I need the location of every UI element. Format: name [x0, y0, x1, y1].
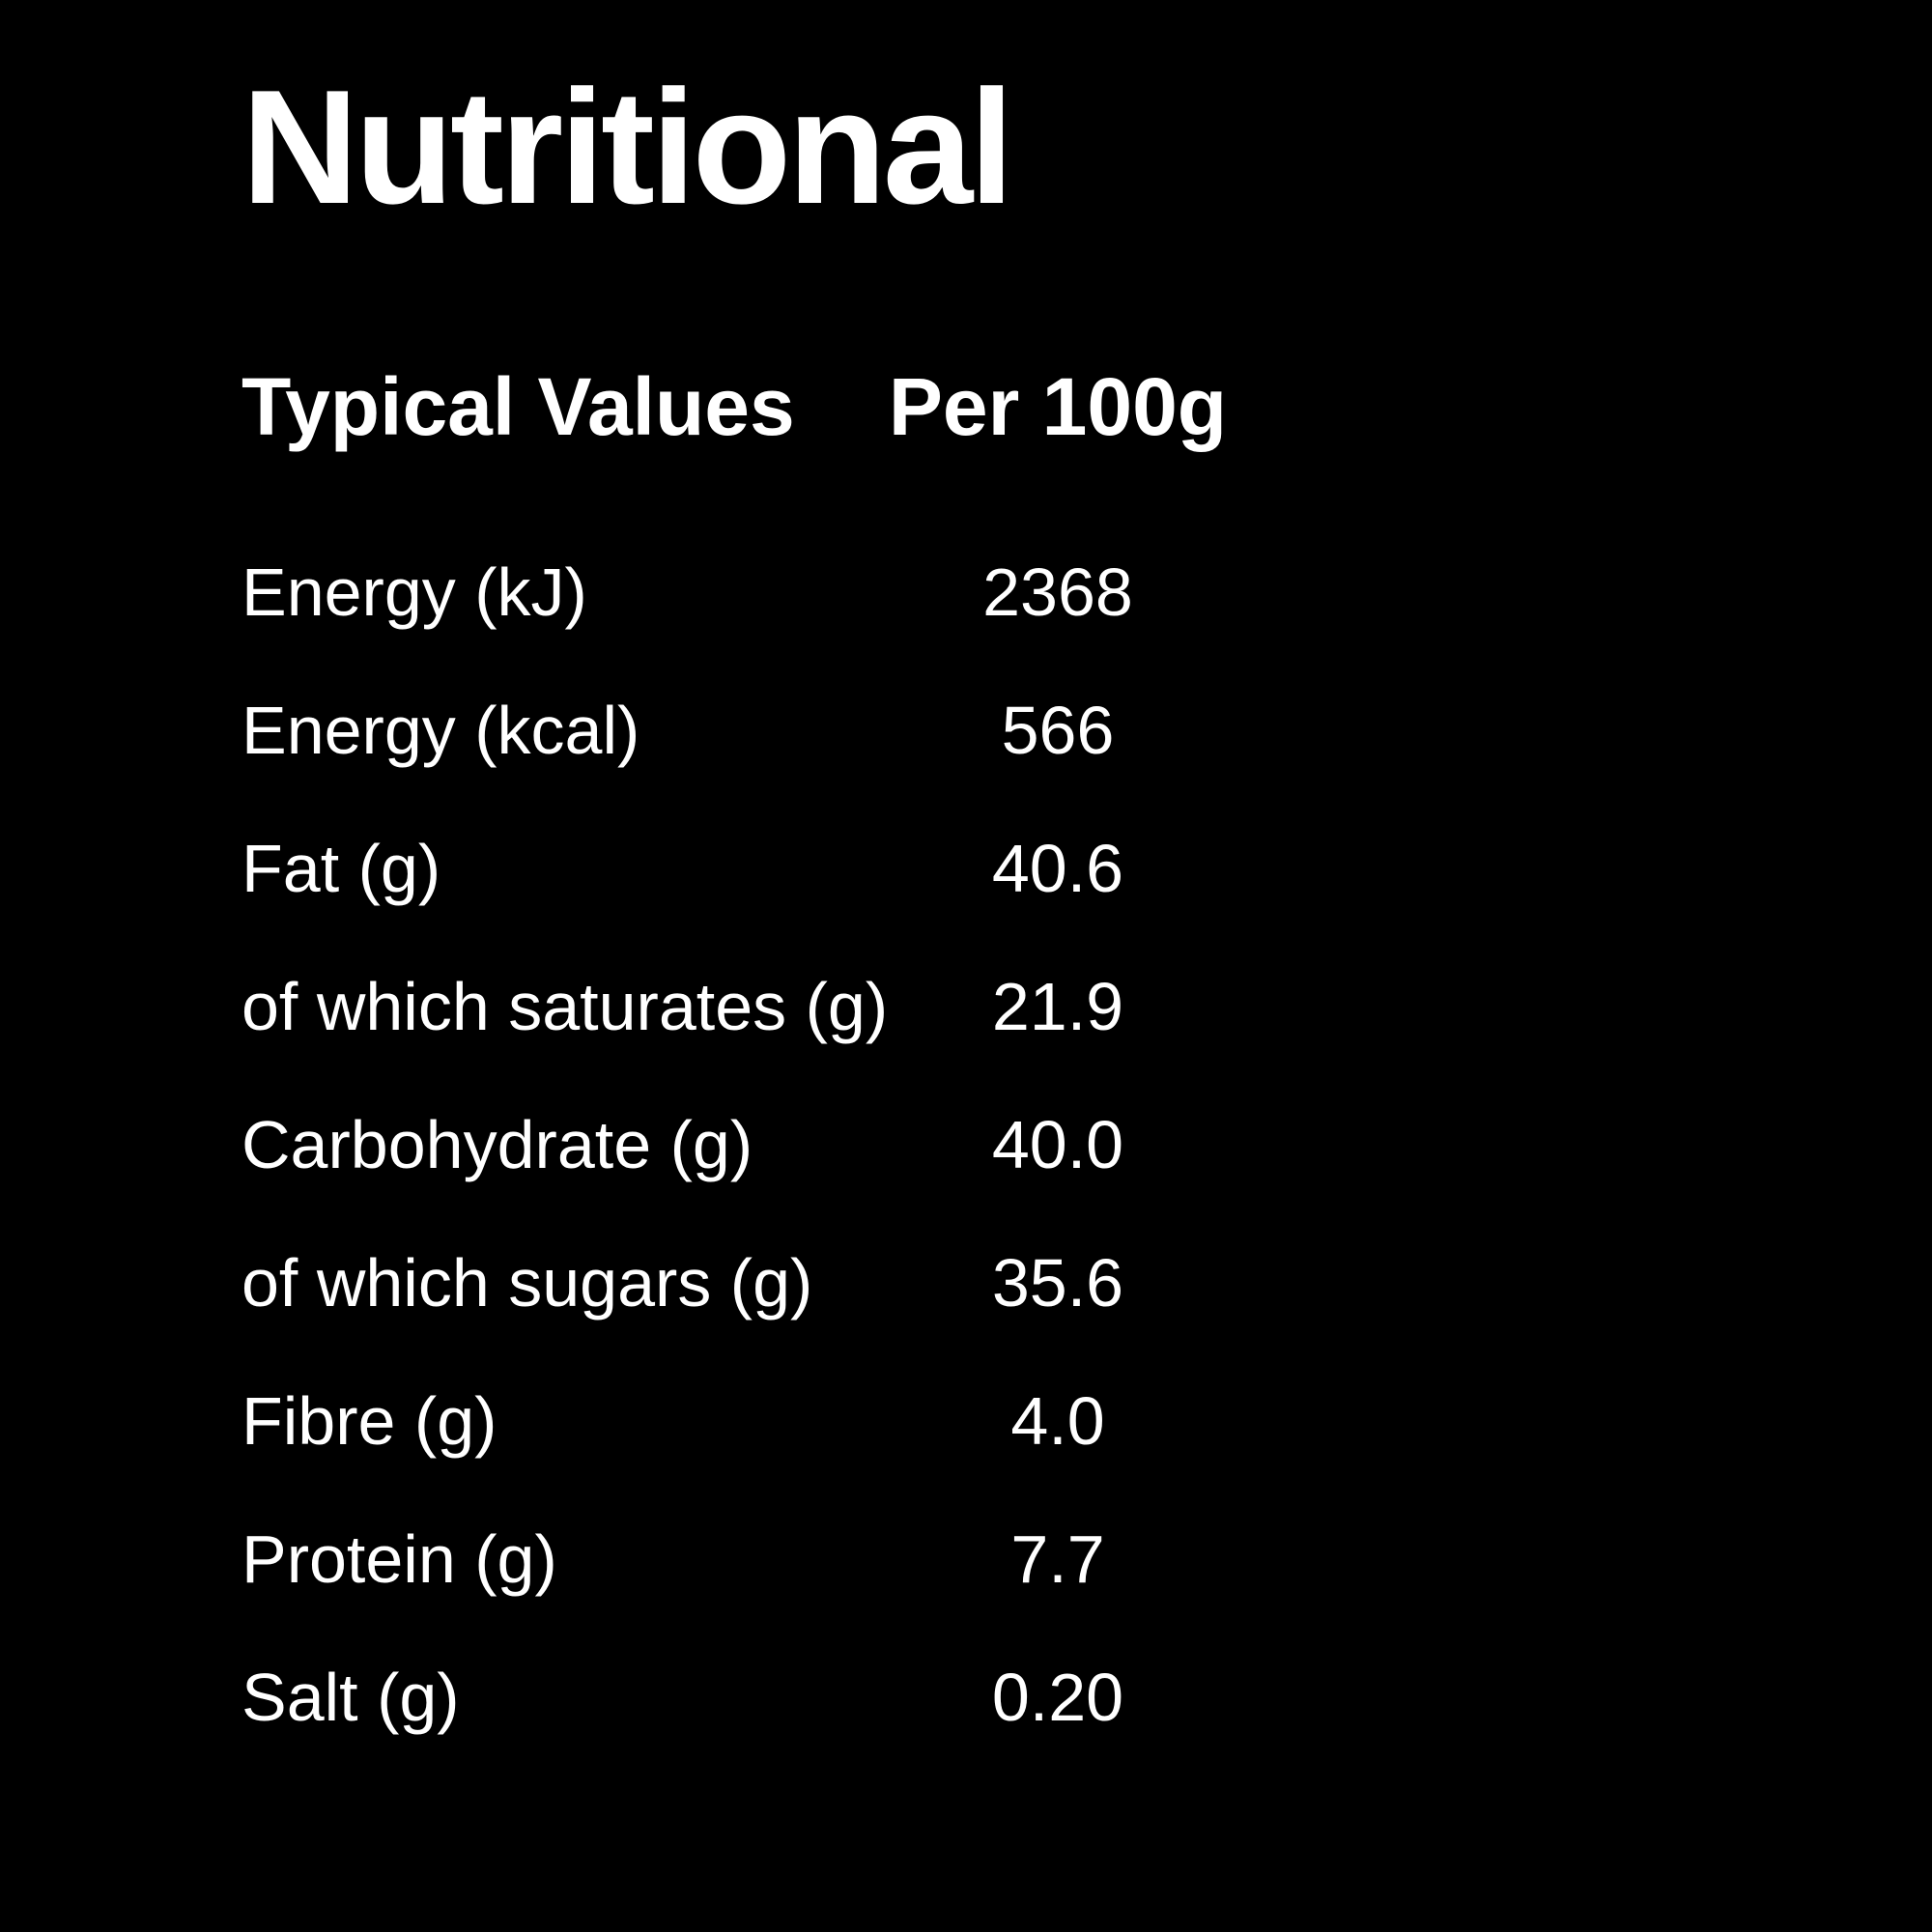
- table-body: Energy (kJ) 2368 Energy (kcal) 566 Fat (…: [242, 524, 1690, 1767]
- row-label: Carbohydrate (g): [242, 1107, 753, 1183]
- row-label: of which sugars (g): [242, 1245, 813, 1321]
- row-value: 40.0: [991, 1107, 1124, 1183]
- row-label: Fibre (g): [242, 1383, 497, 1460]
- row-value: 40.6: [991, 831, 1124, 907]
- table-row-fibre: Fibre (g) 4.0: [242, 1352, 1690, 1491]
- column-header-per-100g: Per 100g: [888, 360, 1228, 452]
- row-label: Salt (g): [242, 1660, 460, 1736]
- column-header-typical-values: Typical Values: [242, 360, 795, 452]
- row-label: Protein (g): [242, 1521, 557, 1598]
- row-label: Energy (kcal): [242, 693, 640, 769]
- row-value: 4.0: [1010, 1383, 1105, 1460]
- row-value: 0.20: [991, 1660, 1124, 1736]
- table-row-carbohydrate: Carbohydrate (g) 40.0: [242, 1076, 1690, 1214]
- row-value: 7.7: [1010, 1521, 1105, 1598]
- row-value: 21.9: [991, 969, 1124, 1045]
- table-row-energy-kcal: Energy (kcal) 566: [242, 662, 1690, 800]
- table-row-saturates: of which saturates (g) 21.9: [242, 938, 1690, 1076]
- page-title: Nutritional: [242, 56, 1014, 238]
- table-row-salt: Salt (g) 0.20: [242, 1629, 1690, 1767]
- table-header-row: Typical Values Per 100g: [242, 360, 1690, 454]
- row-label: Fat (g): [242, 831, 441, 907]
- table-row-protein: Protein (g) 7.7: [242, 1491, 1690, 1629]
- row-value: 35.6: [991, 1245, 1124, 1321]
- row-label: Energy (kJ): [242, 554, 587, 631]
- nutrition-panel: Nutritional Typical Values Per 100g Ener…: [242, 58, 1690, 1767]
- table-row-energy-kj: Energy (kJ) 2368: [242, 524, 1690, 662]
- row-value: 2368: [982, 554, 1133, 631]
- row-label: of which saturates (g): [242, 969, 889, 1045]
- row-value: 566: [1001, 693, 1115, 769]
- table-row-sugars: of which sugars (g) 35.6: [242, 1214, 1690, 1352]
- table-row-fat: Fat (g) 40.6: [242, 800, 1690, 938]
